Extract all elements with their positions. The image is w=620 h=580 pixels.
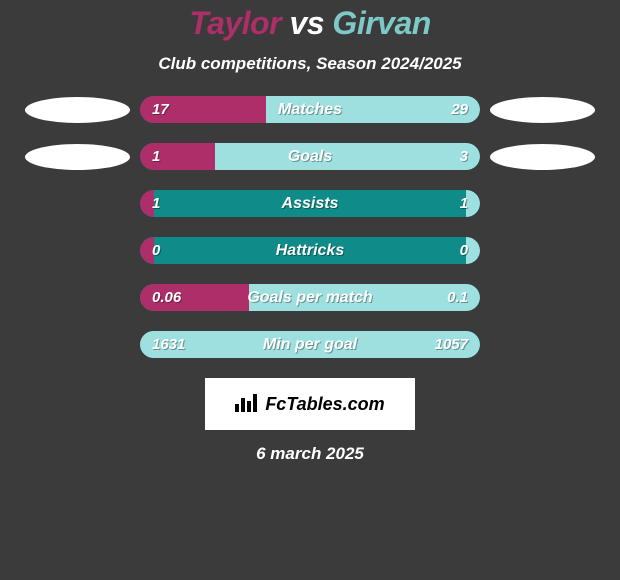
logo-box: FcTables.com	[205, 378, 415, 430]
side-pad	[25, 191, 130, 217]
stat-label: Goals	[140, 143, 480, 170]
stat-row: 13Goals	[0, 143, 620, 170]
side-pad	[490, 285, 595, 311]
stat-bar: 00Hattricks	[140, 237, 480, 264]
side-pad	[25, 238, 130, 264]
stat-row: 00Hattricks	[0, 237, 620, 264]
stat-label: Matches	[140, 96, 480, 123]
subtitle: Club competitions, Season 2024/2025	[0, 54, 620, 74]
bar-chart-icon	[235, 392, 257, 416]
player2-oval	[490, 144, 595, 170]
stat-bar: 11Assists	[140, 190, 480, 217]
stat-label: Hattricks	[140, 237, 480, 264]
player1-oval	[25, 97, 130, 123]
stat-bar: 16311057Min per goal	[140, 331, 480, 358]
stat-row: 16311057Min per goal	[0, 331, 620, 358]
player2-oval	[490, 97, 595, 123]
stat-row: 0.060.1Goals per match	[0, 284, 620, 311]
stat-row: 11Assists	[0, 190, 620, 217]
stat-rows-container: 1729Matches 13Goals 11Assists 00Hattricks 0.…	[0, 96, 620, 358]
stat-bar: 13Goals	[140, 143, 480, 170]
side-pad	[490, 238, 595, 264]
stat-label: Assists	[140, 190, 480, 217]
side-pad	[25, 285, 130, 311]
player1-oval	[25, 144, 130, 170]
date-text: 6 march 2025	[0, 444, 620, 464]
stat-label: Goals per match	[140, 284, 480, 311]
vs-text: vs	[289, 5, 324, 41]
player1-name: Taylor	[189, 5, 281, 41]
player2-name: Girvan	[332, 5, 430, 41]
side-pad	[25, 332, 130, 358]
side-pad	[490, 332, 595, 358]
logo-text: FcTables.com	[265, 394, 384, 415]
comparison-infographic: Taylor vs Girvan Club competitions, Seas…	[0, 0, 620, 580]
stat-bar: 0.060.1Goals per match	[140, 284, 480, 311]
side-pad	[490, 191, 595, 217]
stat-label: Min per goal	[140, 331, 480, 358]
page-title: Taylor vs Girvan	[0, 5, 620, 42]
stat-bar: 1729Matches	[140, 96, 480, 123]
stat-row: 1729Matches	[0, 96, 620, 123]
